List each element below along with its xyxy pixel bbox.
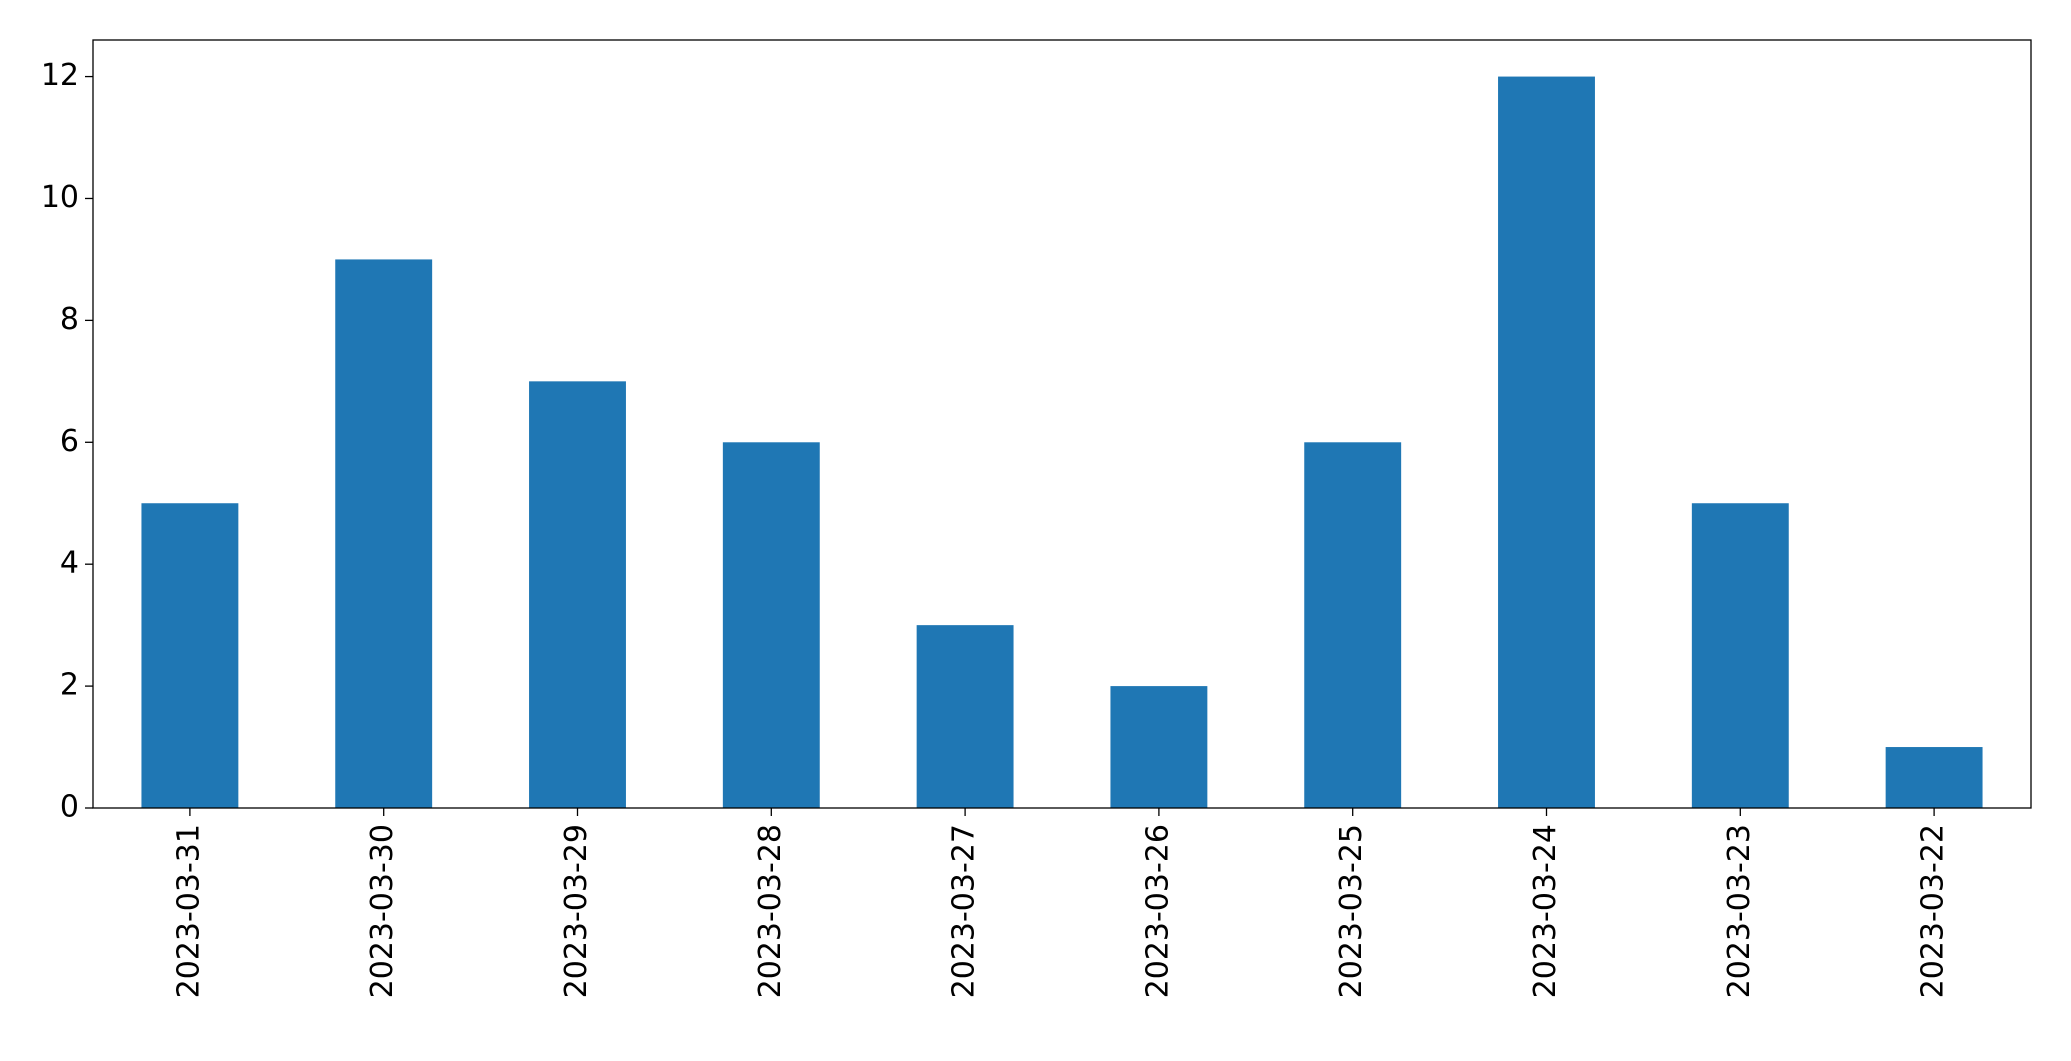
y-tick-label: 8 (60, 302, 79, 337)
bar (1498, 76, 1595, 809)
bar (1110, 686, 1208, 808)
bar (1304, 442, 1402, 808)
x-tick-label: 2023-03-23 (1722, 824, 1757, 998)
x-tick-label: 2023-03-22 (1916, 824, 1951, 998)
bar (916, 625, 1014, 808)
x-tick-label: 2023-03-26 (1140, 824, 1175, 998)
bar (1691, 503, 1789, 808)
x-tick-label: 2023-03-31 (171, 824, 206, 998)
bar (722, 442, 820, 808)
bar (141, 503, 239, 808)
x-tick-label: 2023-03-25 (1334, 824, 1369, 998)
y-tick-label: 10 (41, 180, 79, 215)
x-tick-label: 2023-03-30 (365, 824, 400, 998)
x-tick-label: 2023-03-28 (753, 824, 788, 998)
x-tick-label: 2023-03-24 (1528, 824, 1563, 998)
y-tick-label: 2 (60, 668, 79, 703)
plot-frame (92, 39, 2032, 809)
bar (1885, 747, 1983, 808)
x-tick-label: 2023-03-29 (559, 824, 594, 998)
y-tick-label: 12 (41, 58, 79, 93)
bar (335, 259, 433, 808)
y-tick-label: 6 (60, 424, 79, 459)
y-tick-label: 0 (60, 790, 79, 825)
x-tick-label: 2023-03-27 (947, 824, 982, 998)
bar (529, 381, 626, 808)
y-tick-label: 4 (60, 546, 79, 581)
